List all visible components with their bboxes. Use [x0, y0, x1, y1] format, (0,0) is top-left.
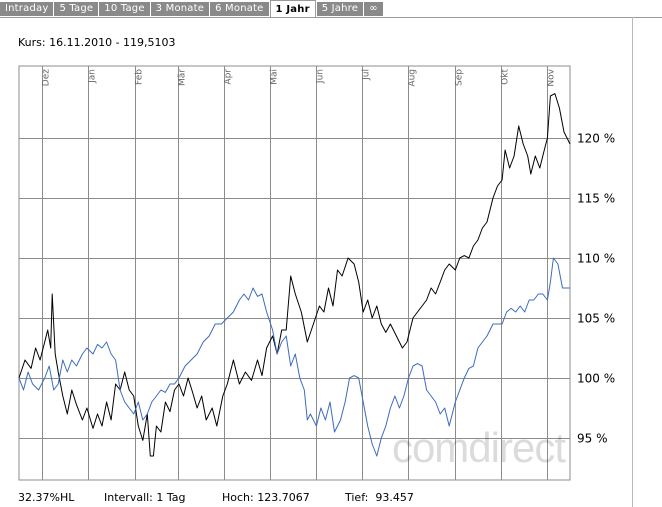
y-tick-label-120: 120 %: [577, 132, 615, 146]
hoch-value: Hoch: 123.7067: [222, 491, 310, 504]
x-tick-label-Mai: Mai: [270, 69, 280, 85]
x-tick-label-Apr: Apr: [224, 69, 234, 85]
tab-6-monate[interactable]: 6 Monate: [210, 2, 269, 16]
tief-value: Tief: 93.457: [345, 491, 414, 504]
plot-border: [18, 65, 571, 481]
tab-3-monate[interactable]: 3 Monate: [150, 2, 210, 16]
axis-labels: 95 % 100 % 105 % 110 % 115 % 120 % Dez Jan Feb Mä…: [42, 68, 616, 445]
tab-5-jahre[interactable]: 5 Jahre: [316, 2, 364, 16]
x-tick-label-Jan: Jan: [88, 69, 98, 84]
kurs-label: Kurs: 16.11.2010 - 119,5103: [18, 36, 176, 49]
timeframe-tab-bar: Intraday 5 Tage 10 Tage 3 Monate 6 Monat…: [0, 0, 662, 18]
x-tick-label-Mär: Mär: [178, 69, 188, 86]
watermark-text: comdirect: [392, 424, 566, 471]
y-tick-label-95: 95 %: [577, 432, 608, 446]
y-tick-label-115: 115 %: [577, 192, 615, 206]
x-tick-label-Feb: Feb: [135, 69, 145, 85]
tab-1-jahr[interactable]: 1 Jahr: [269, 0, 316, 17]
x-tick-label-Aug: Aug: [408, 69, 418, 87]
y-tick-label-110: 110 %: [577, 252, 615, 266]
tab-max[interactable]: ∞: [364, 2, 383, 16]
series-line-0: [18, 93, 571, 457]
x-tick-label-Sep: Sep: [455, 69, 465, 86]
x-tick-label-Nov: Nov: [547, 68, 557, 86]
series-lines: [18, 93, 571, 457]
x-tick-label-Jun: Jun: [316, 69, 326, 84]
intervall-value: Intervall: 1 Tag: [104, 491, 186, 504]
tab-intraday[interactable]: Intraday: [0, 2, 54, 16]
x-tick-label-Okt: Okt: [501, 69, 511, 85]
x-tick-label-Jul: Jul: [362, 69, 372, 81]
chart-panel: [0, 17, 633, 507]
tab-5-tage[interactable]: 5 Tage: [54, 2, 99, 16]
series-line-1: [18, 257, 570, 457]
hl-value: 32.37%HL: [18, 491, 75, 504]
x-tick-label-Dez: Dez: [42, 69, 52, 86]
y-tick-label-105: 105 %: [577, 312, 615, 326]
grid-lines: [18, 65, 571, 481]
y-tick-label-100: 100 %: [577, 372, 615, 386]
tab-10-tage[interactable]: 10 Tage: [99, 2, 150, 16]
